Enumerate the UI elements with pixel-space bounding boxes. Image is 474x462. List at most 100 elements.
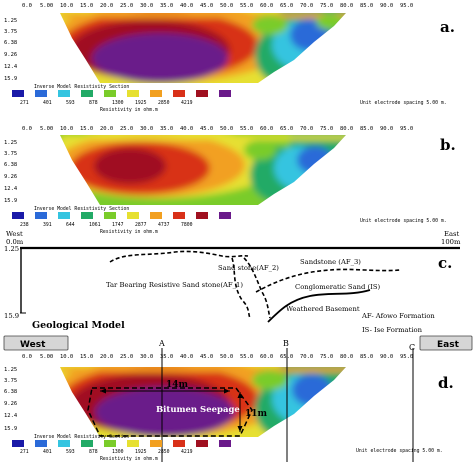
- distance-tick: 95.0: [400, 3, 413, 9]
- distance-tick: 40.0: [180, 354, 193, 360]
- electrode-spacing: Unit electrode spacing 5.00 m.: [360, 100, 447, 106]
- legend-value: 2850: [158, 449, 170, 455]
- distance-tick: 30.0: [140, 126, 153, 132]
- legend-swatch: [173, 90, 185, 97]
- electrode-spacing: Unit electrode spacing 5.00 m.: [356, 448, 443, 454]
- legend-swatch: [219, 90, 231, 97]
- legend-swatch: [81, 90, 93, 97]
- distance-tick: 50.0: [220, 3, 233, 9]
- color-legend-b: Inverse Model Resistivity Section 238 39…: [12, 206, 231, 235]
- formation-note: IS- Ise Formation: [362, 326, 423, 334]
- legend-value: 878: [89, 100, 98, 106]
- depth-label: 9.26: [4, 401, 17, 407]
- distance-tick: 85.0: [360, 354, 373, 360]
- legend-value: 4219: [181, 100, 193, 106]
- distance-tick: 90.0: [380, 3, 393, 9]
- legend-swatch: [35, 212, 47, 219]
- legend-value: 1300: [112, 449, 124, 455]
- legend-swatch: [219, 440, 231, 447]
- distance-tick: 5.00: [40, 354, 53, 360]
- east-label: East: [444, 230, 460, 238]
- distance-tick: 45.0: [200, 354, 213, 360]
- distance-axis-d: 0.0 5.00 10.0 15.0 20.0 25.0 30.0 35.0 4…: [22, 354, 413, 360]
- distance-tick: 55.0: [240, 354, 253, 360]
- distance-tick: 35.0: [160, 126, 173, 132]
- arrowhead: [237, 392, 243, 398]
- legend-value: 593: [66, 100, 75, 106]
- east-button[interactable]: East: [419, 335, 473, 351]
- west-button[interactable]: West: [3, 335, 69, 351]
- depth-label: 1.25: [4, 140, 17, 146]
- legend-value: 391: [43, 222, 52, 228]
- distance-tick: 90.0: [380, 126, 393, 132]
- depth-label: 6.38: [4, 389, 17, 395]
- legend-swatch: [58, 212, 70, 219]
- geological-model-title: Geological Model: [32, 320, 125, 331]
- distance-tick: 20.0: [100, 354, 113, 360]
- anomaly-zone: [252, 15, 288, 35]
- distance-tick: 0.0: [22, 354, 32, 360]
- legend-title: Inverse Model Resistivity Section: [34, 206, 129, 212]
- unit-label: Sand stone(AF_2): [218, 264, 279, 272]
- depth-label: 3.75: [4, 29, 17, 35]
- color-legend-d: Inverse Model Resistivity Section 271 40…: [12, 434, 231, 462]
- depth-label: 12.4: [4, 186, 18, 192]
- distance-tick: 25.0: [120, 126, 133, 132]
- distance-tick: 50.0: [220, 126, 233, 132]
- distance-tick: 60.0: [260, 3, 273, 9]
- marker-label: B: [283, 339, 289, 348]
- formation-boundary: [231, 257, 251, 319]
- legend-value: 1061: [89, 222, 101, 228]
- distance-tick: 50.0: [220, 354, 233, 360]
- distance-tick: 75.0: [320, 126, 333, 132]
- distance-tick: 60.0: [260, 126, 273, 132]
- resistivity-panel-d: West East 1.25 3.75 6.38 9.26 12.4 15.9 …: [3, 335, 473, 462]
- distance-tick: 70.0: [300, 354, 313, 360]
- legend-swatch: [58, 440, 70, 447]
- legend-value: 2850: [158, 100, 170, 106]
- distance-tick: 30.0: [140, 354, 153, 360]
- legend-swatch: [150, 440, 162, 447]
- section-image-b: [60, 135, 346, 205]
- legend-value: 644: [66, 222, 75, 228]
- arrowhead: [237, 426, 243, 432]
- formation-boundary: [243, 257, 271, 319]
- seepage-outline: [87, 387, 253, 437]
- legend-swatch: [35, 440, 47, 447]
- unit-label: Weathered Basement: [286, 305, 360, 313]
- bottom-depth: 15.9: [4, 312, 19, 320]
- panel-label: b.: [440, 136, 456, 154]
- distance-tick: 60.0: [260, 354, 273, 360]
- legend-swatch: [12, 90, 24, 97]
- distance-tick: 45.0: [200, 3, 213, 9]
- distance-tick: 65.0: [280, 3, 293, 9]
- unit-label: Sandstone (AF_3): [300, 258, 361, 266]
- legend-value: 4737: [158, 222, 170, 228]
- distance-tick: 0.0: [22, 3, 32, 9]
- depth-label: 15.9: [4, 198, 17, 204]
- legend-value: 593: [66, 449, 75, 455]
- anomaly-zone: [244, 140, 276, 160]
- depth-label: 6.38: [4, 162, 17, 168]
- anomaly-zone: [60, 367, 346, 372]
- legend-swatch: [150, 212, 162, 219]
- anomaly-zone: [95, 387, 235, 437]
- distance-tick: 15.0: [80, 3, 93, 9]
- legend-swatch: [196, 212, 208, 219]
- resistivity-panel-a: 1.25 3.75 6.38 9.26 12.4 15.9 0.0 5.00 1…: [4, 3, 455, 113]
- anomaly-zone: [60, 135, 346, 140]
- legend-value: 1925: [135, 449, 147, 455]
- anomaly-zone: [92, 33, 228, 83]
- distance-tick: 80.0: [340, 126, 353, 132]
- legend-value: 2877: [135, 222, 147, 228]
- distance-tick: 0.0: [22, 126, 32, 132]
- top-depth: 1.25: [4, 245, 19, 253]
- legend-swatch: [173, 440, 185, 447]
- distance-tick: 85.0: [360, 126, 373, 132]
- distance-tick: 30.0: [140, 3, 153, 9]
- distance-tick: 70.0: [300, 126, 313, 132]
- start-distance: 0.0m: [6, 238, 24, 246]
- color-legend-a: Inverse Model Resistivity Section 271 40…: [12, 84, 231, 113]
- legend-value: 271: [20, 449, 29, 455]
- anomaly-zone: [297, 146, 333, 174]
